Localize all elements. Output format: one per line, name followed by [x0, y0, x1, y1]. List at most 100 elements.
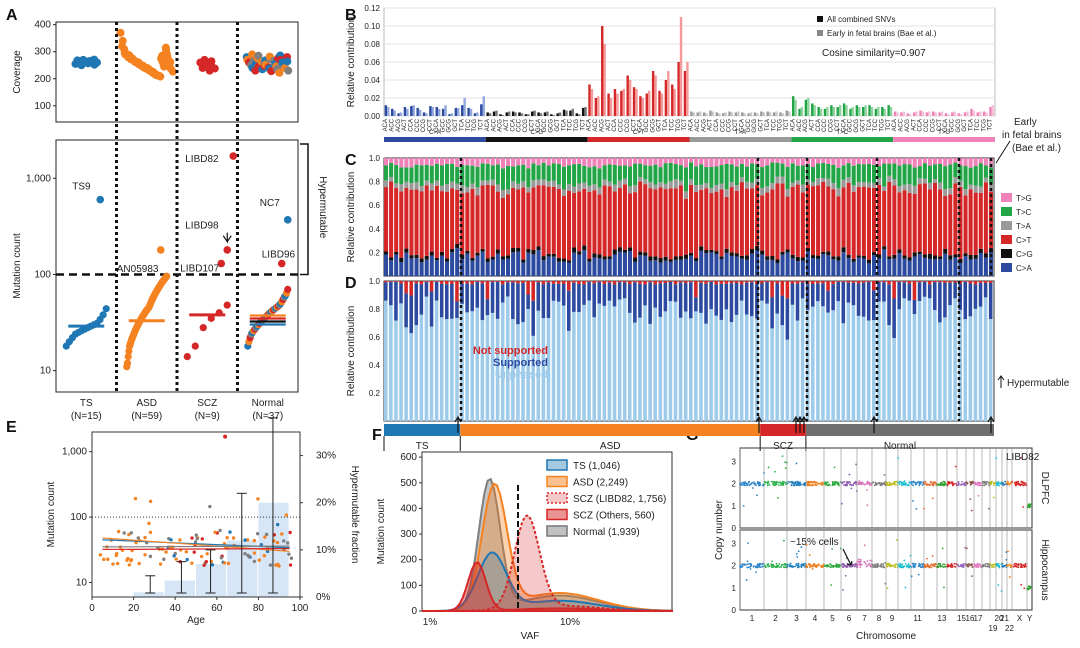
- copy-number-point: [797, 564, 800, 567]
- copy-number-point: [855, 562, 858, 565]
- segment-unphased: [948, 305, 952, 421]
- copy-number-point: [782, 480, 784, 483]
- copy-number-point: [932, 483, 935, 486]
- segment-supported: [622, 282, 627, 299]
- stacked-segment: [607, 158, 612, 165]
- bar-all: [410, 106, 413, 116]
- stacked-segment: [384, 180, 389, 188]
- stacked-segment: [846, 177, 851, 183]
- y-tick-label: 100: [400, 580, 417, 591]
- copy-number-point: [873, 484, 876, 487]
- stacked-segment: [663, 260, 668, 276]
- stacked-segment: [475, 255, 480, 276]
- segment-unphased: [648, 323, 652, 421]
- stacked-segment: [607, 258, 612, 276]
- stacked-segment: [922, 257, 927, 276]
- copy-number-point: [834, 483, 836, 486]
- stacked-segment: [699, 189, 704, 247]
- x-tick-label: 20: [128, 603, 140, 614]
- copy-number-point: [987, 563, 989, 565]
- segment-supported: [872, 290, 876, 321]
- copy-number-point: [912, 564, 915, 567]
- stacked-segment: [805, 158, 810, 165]
- copy-number-point: [1024, 563, 1027, 566]
- stacked-segment: [795, 158, 800, 166]
- coverage-point: [284, 66, 293, 75]
- copy-number-point: [795, 462, 798, 465]
- note-line: in fetal brains: [1002, 130, 1061, 141]
- stacked-segment: [673, 188, 678, 257]
- copy-number-point: [889, 563, 892, 566]
- stacked-segment: [775, 176, 780, 184]
- copy-number-point: [808, 484, 811, 486]
- copy-number-point: [904, 562, 907, 565]
- stacked-segment: [592, 158, 597, 167]
- age-point: [280, 532, 284, 536]
- stacked-segment: [526, 248, 531, 253]
- context-label: CCC: [720, 118, 726, 132]
- stacked-segment: [826, 255, 831, 276]
- segment-unphased: [836, 301, 840, 421]
- stacked-segment: [968, 189, 973, 255]
- copy-number-point: [838, 565, 841, 568]
- stacked-segment: [816, 185, 821, 256]
- copy-number-point: [894, 566, 896, 569]
- stacked-segment: [689, 252, 694, 256]
- stacked-segment: [938, 164, 943, 183]
- stacked-segment: [714, 166, 719, 185]
- y-tick-label: 100: [34, 101, 51, 112]
- bar-all: [607, 93, 610, 116]
- stacked-segment: [409, 189, 414, 256]
- annotation-nc7: NC7: [260, 198, 280, 209]
- age-point: [275, 522, 280, 527]
- stacked-segment: [744, 255, 749, 260]
- stacked-segment: [734, 185, 739, 191]
- hypermutable-point: [96, 195, 105, 204]
- copy-number-point: [859, 558, 862, 561]
- copy-number-point: [784, 467, 787, 470]
- stacked-segment: [882, 246, 887, 250]
- age-point: [208, 504, 212, 509]
- stacked-segment: [897, 253, 902, 276]
- age-point: [247, 555, 251, 559]
- stacked-segment: [851, 258, 856, 262]
- copy-number-point: [745, 579, 748, 581]
- copy-number-point: [997, 480, 999, 483]
- stacked-segment: [419, 185, 424, 192]
- segment-supported: [521, 283, 525, 323]
- stacked-segment: [811, 181, 816, 187]
- age-point: [178, 538, 182, 542]
- context-label: ACG: [498, 119, 504, 132]
- stacked-segment: [724, 158, 729, 164]
- stacked-segment: [988, 183, 993, 192]
- stacked-segment: [938, 158, 943, 165]
- copy-number-point: [835, 565, 838, 568]
- stacked-segment: [953, 158, 958, 163]
- stacked-segment: [729, 182, 734, 188]
- trend-line: [102, 547, 290, 551]
- stacked-segment: [643, 255, 648, 276]
- mutation-point: [199, 324, 207, 332]
- context-label: CCA: [714, 119, 720, 132]
- segment-supported: [678, 282, 683, 318]
- age-point: [225, 535, 229, 540]
- age-point: [185, 557, 189, 562]
- stacked-segment: [612, 158, 617, 165]
- stacked-segment: [714, 184, 719, 192]
- stacked-segment: [607, 181, 612, 187]
- segment-unphased: [572, 311, 576, 421]
- chromosome-label: 22: [1005, 624, 1014, 633]
- copy-number-point: [812, 484, 814, 487]
- stacked-segment: [617, 251, 622, 276]
- segment-not-supported: [907, 281, 912, 284]
- copy-number-point: [886, 481, 889, 484]
- copy-number-point: [923, 507, 925, 510]
- segment-unphased: [897, 309, 901, 421]
- age-point: [137, 561, 141, 566]
- age-point: [265, 549, 270, 554]
- stacked-segment: [455, 189, 460, 245]
- bar-early: [597, 96, 600, 116]
- copy-number-point: [959, 565, 962, 567]
- segment-not-supported: [592, 281, 596, 284]
- stacked-segment: [892, 185, 897, 255]
